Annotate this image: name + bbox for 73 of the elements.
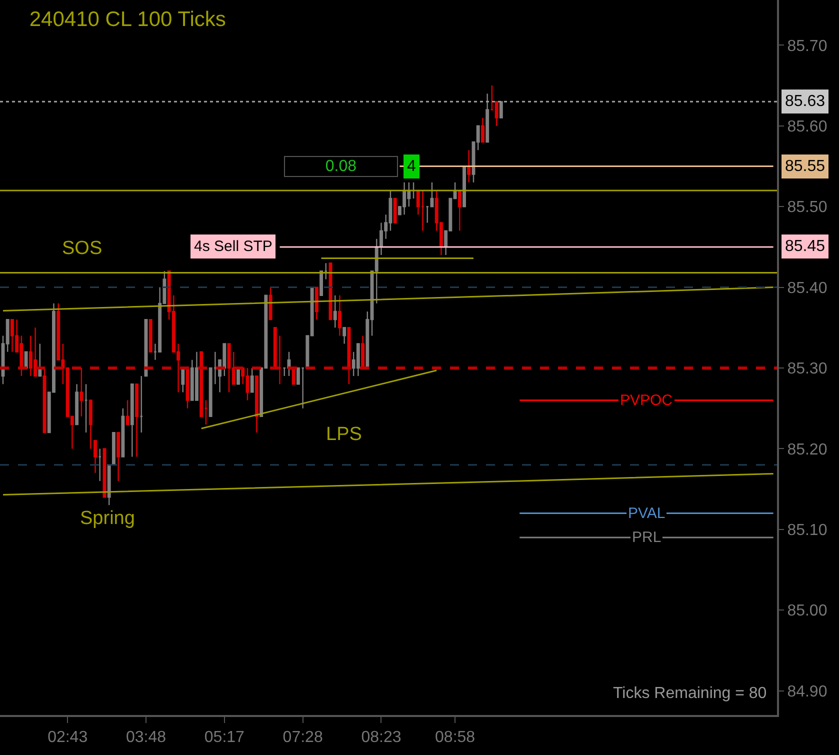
candlestick (112, 432, 116, 466)
series-label: PVPOC (620, 392, 673, 409)
y-tick-label: 85.40 (787, 280, 828, 297)
candlestick (88, 400, 92, 450)
series-label: PRL (632, 529, 662, 546)
candlestick (181, 367, 185, 393)
candlestick (121, 408, 125, 458)
x-tick-label: 07:28 (282, 729, 323, 746)
candlestick (494, 101, 498, 126)
y-tick-label: 85.70 (787, 38, 828, 55)
candlestick (94, 440, 97, 474)
annotation: SOS (62, 238, 102, 259)
x-tick-label: 03:48 (126, 729, 166, 746)
y-tick-label: 85.10 (787, 522, 828, 539)
candlestick (282, 367, 286, 377)
candlestick (278, 335, 282, 385)
annotation: Spring (80, 508, 135, 529)
x-tick-label: 02:43 (48, 729, 88, 746)
y-tick-label: 85.00 (787, 602, 828, 620)
candlestick (333, 294, 337, 328)
candlestick (98, 448, 102, 482)
candlestick (116, 432, 120, 482)
candlestick (200, 351, 204, 418)
candlestick (393, 198, 397, 224)
candlestick (250, 367, 254, 393)
x-tick-label: 08:58 (435, 729, 476, 746)
candlestick (140, 375, 144, 434)
candlestick (75, 384, 79, 426)
candlestick (314, 286, 318, 320)
annotation: 4s Sell STP (194, 238, 272, 255)
candlestick (480, 117, 484, 143)
chart-title: 240410 CL 100 Ticks (29, 8, 226, 32)
candlestick (499, 101, 503, 118)
candlestick (84, 384, 88, 434)
candlestick (361, 335, 365, 369)
y-tick-label: 84.90 (787, 683, 828, 700)
text: 85.63 (785, 93, 826, 110)
candlestick (486, 93, 490, 143)
y-tick-label: 85.50 (787, 199, 828, 216)
series-label: PVAL (628, 505, 666, 522)
candlestick (462, 166, 466, 208)
candlestick (38, 343, 42, 377)
candlestick (356, 343, 360, 377)
candlestick (254, 375, 258, 434)
candlestick (135, 384, 138, 458)
candlestick (324, 262, 328, 280)
candlestick (204, 400, 208, 426)
candlestick (338, 294, 342, 336)
candlestick (320, 270, 323, 296)
candlestick (347, 327, 351, 385)
candlestick (467, 150, 471, 183)
candlestick (148, 318, 152, 352)
text: 85.45 (785, 238, 826, 255)
candlestick (458, 190, 462, 232)
text: 85.55 (785, 158, 826, 175)
annotation: 0.08 (325, 158, 357, 175)
annotation: Ticks Remaining = 80 (613, 685, 767, 702)
candlestick (80, 367, 84, 418)
candlestick (490, 84, 494, 110)
y-tick-label: 85.20 (787, 441, 828, 458)
y-tick-label: 85.30 (787, 360, 828, 378)
y-tick-label: 85.60 (787, 118, 828, 136)
candlestick (268, 286, 272, 320)
candlestick (126, 400, 130, 426)
candlestick (273, 327, 277, 369)
x-tick-label: 05:17 (204, 729, 245, 746)
candlestick (130, 384, 134, 458)
candlestick (342, 327, 346, 344)
x-tick-label: 08:23 (361, 729, 402, 746)
annotation: LPS (326, 424, 362, 445)
candlestick (107, 464, 111, 506)
annotation: 4 (407, 158, 416, 175)
candlestick (24, 351, 28, 369)
